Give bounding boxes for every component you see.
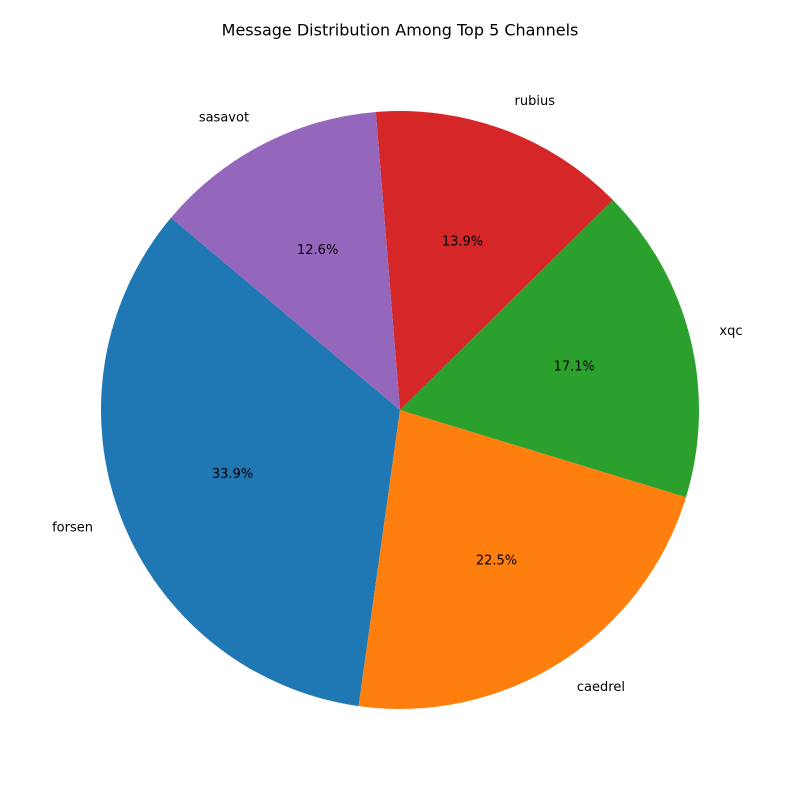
pie-slice-rubius [375, 111, 613, 410]
slice-label-xqc: xqc [719, 324, 742, 339]
pct-label-xqc: 17.1% [554, 360, 595, 375]
slice-label-sasavot: sasavot [199, 110, 249, 125]
pct-label-sasavot: 12.6% [297, 243, 338, 258]
pie-slice-forsen [100, 217, 401, 707]
pie-slice-caedrel [358, 410, 686, 710]
pie-slices [100, 111, 699, 710]
pct-label-rubius: 13.9% [442, 234, 483, 249]
slice-label-caedrel: caedrel [577, 680, 625, 695]
chart-title: Message Distribution Among Top 5 Channel… [222, 21, 579, 40]
pie-labels: forsen 33.9% caedrel 22.5% xqc 17.1% rubius 13.… [52, 94, 742, 695]
pie-slice-xqc [400, 200, 699, 498]
pct-label-caedrel: 22.5% [476, 554, 517, 569]
slice-label-forsen: forsen [52, 520, 93, 535]
slice-label-rubius: rubius [515, 94, 556, 109]
pct-label-forsen: 33.9% [212, 467, 253, 482]
pie-slice-sasavot [170, 111, 400, 411]
